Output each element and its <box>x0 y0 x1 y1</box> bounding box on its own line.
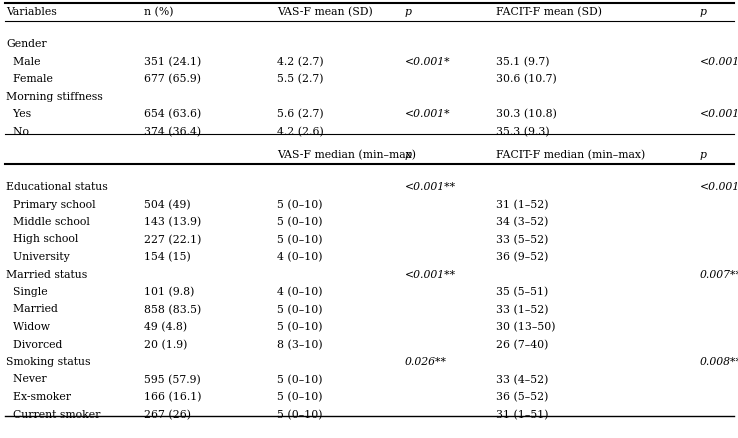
Text: Divorced: Divorced <box>6 339 62 349</box>
Text: <0.001*: <0.001* <box>700 57 738 67</box>
Text: Smoking status: Smoking status <box>6 356 90 366</box>
Text: 36 (5–52): 36 (5–52) <box>496 391 548 401</box>
Text: Current smoker: Current smoker <box>6 409 100 419</box>
Text: 5 (0–10): 5 (0–10) <box>277 374 323 384</box>
Text: <0.001*: <0.001* <box>700 109 738 119</box>
Text: Gender: Gender <box>6 39 46 49</box>
Text: VAS-F median (min–max): VAS-F median (min–max) <box>277 149 415 159</box>
Text: 4.2 (2.7): 4.2 (2.7) <box>277 57 323 67</box>
Text: 654 (63.6): 654 (63.6) <box>144 109 201 120</box>
Text: High school: High school <box>6 234 78 244</box>
Text: Middle school: Middle school <box>6 216 90 226</box>
Text: University: University <box>6 251 69 261</box>
Text: 0.008**: 0.008** <box>700 356 738 366</box>
Text: 374 (36.4): 374 (36.4) <box>144 127 201 137</box>
Text: p: p <box>404 149 411 159</box>
Text: 20 (1.9): 20 (1.9) <box>144 339 187 349</box>
Text: p: p <box>700 7 706 17</box>
Text: 267 (26): 267 (26) <box>144 409 191 419</box>
Text: VAS-F mean (SD): VAS-F mean (SD) <box>277 7 373 17</box>
Text: <0.001**: <0.001** <box>404 182 455 191</box>
Text: FACIT-F median (min–max): FACIT-F median (min–max) <box>496 149 645 159</box>
Text: Male: Male <box>6 57 41 67</box>
Text: 143 (13.9): 143 (13.9) <box>144 216 201 227</box>
Text: 31 (1–52): 31 (1–52) <box>496 199 548 209</box>
Text: 35 (5–51): 35 (5–51) <box>496 286 548 297</box>
Text: 5 (0–10): 5 (0–10) <box>277 199 323 209</box>
Text: 30 (13–50): 30 (13–50) <box>496 321 556 332</box>
Text: 5 (0–10): 5 (0–10) <box>277 234 323 244</box>
Text: 4.2 (2.6): 4.2 (2.6) <box>277 127 323 137</box>
Text: Single: Single <box>6 286 47 297</box>
Text: 35.1 (9.7): 35.1 (9.7) <box>496 57 549 67</box>
Text: 26 (7–40): 26 (7–40) <box>496 339 548 349</box>
Text: 34 (3–52): 34 (3–52) <box>496 216 548 227</box>
Text: 33 (5–52): 33 (5–52) <box>496 234 548 244</box>
Text: <0.001**: <0.001** <box>404 269 455 279</box>
Text: 5.5 (2.7): 5.5 (2.7) <box>277 74 323 85</box>
Text: FACIT-F mean (SD): FACIT-F mean (SD) <box>496 7 602 17</box>
Text: No: No <box>6 127 29 137</box>
Text: Yes: Yes <box>6 109 31 119</box>
Text: 8 (3–10): 8 (3–10) <box>277 339 323 349</box>
Text: 154 (15): 154 (15) <box>144 251 190 262</box>
Text: p: p <box>700 149 706 159</box>
Text: <0.001**: <0.001** <box>700 182 738 191</box>
Text: 5 (0–10): 5 (0–10) <box>277 216 323 227</box>
Text: Primary school: Primary school <box>6 199 95 209</box>
Text: 101 (9.8): 101 (9.8) <box>144 286 194 297</box>
Text: 30.3 (10.8): 30.3 (10.8) <box>496 109 556 120</box>
Text: 595 (57.9): 595 (57.9) <box>144 374 201 384</box>
Text: 5 (0–10): 5 (0–10) <box>277 409 323 419</box>
Text: 4 (0–10): 4 (0–10) <box>277 286 323 297</box>
Text: 35.3 (9.3): 35.3 (9.3) <box>496 127 550 137</box>
Text: Morning stiffness: Morning stiffness <box>6 92 103 102</box>
Text: 49 (4.8): 49 (4.8) <box>144 321 187 332</box>
Text: p: p <box>404 7 411 17</box>
Text: Never: Never <box>6 374 46 384</box>
Text: 858 (83.5): 858 (83.5) <box>144 304 201 314</box>
Text: 0.007**: 0.007** <box>700 269 738 279</box>
Text: Married: Married <box>6 304 58 314</box>
Text: 504 (49): 504 (49) <box>144 199 190 209</box>
Text: 31 (1–51): 31 (1–51) <box>496 409 548 419</box>
Text: 33 (4–52): 33 (4–52) <box>496 374 548 384</box>
Text: Ex-smoker: Ex-smoker <box>6 391 71 401</box>
Text: 351 (24.1): 351 (24.1) <box>144 57 201 67</box>
Text: <0.001*: <0.001* <box>404 57 450 67</box>
Text: 0.026**: 0.026** <box>404 356 446 366</box>
Text: 227 (22.1): 227 (22.1) <box>144 234 201 244</box>
Text: Married status: Married status <box>6 269 87 279</box>
Text: Educational status: Educational status <box>6 182 108 191</box>
Text: 36 (9–52): 36 (9–52) <box>496 251 548 262</box>
Text: 677 (65.9): 677 (65.9) <box>144 74 201 85</box>
Text: 5 (0–10): 5 (0–10) <box>277 304 323 314</box>
Text: Variables: Variables <box>6 7 57 17</box>
Text: 33 (1–52): 33 (1–52) <box>496 304 548 314</box>
Text: 5.6 (2.7): 5.6 (2.7) <box>277 109 323 120</box>
Text: 5 (0–10): 5 (0–10) <box>277 391 323 401</box>
Text: 4 (0–10): 4 (0–10) <box>277 251 323 262</box>
Text: 166 (16.1): 166 (16.1) <box>144 391 201 401</box>
Text: <0.001*: <0.001* <box>404 109 450 119</box>
Text: Female: Female <box>6 74 53 84</box>
Text: 5 (0–10): 5 (0–10) <box>277 321 323 332</box>
Text: 30.6 (10.7): 30.6 (10.7) <box>496 74 556 85</box>
Text: Widow: Widow <box>6 321 50 331</box>
Text: n (%): n (%) <box>144 7 173 17</box>
